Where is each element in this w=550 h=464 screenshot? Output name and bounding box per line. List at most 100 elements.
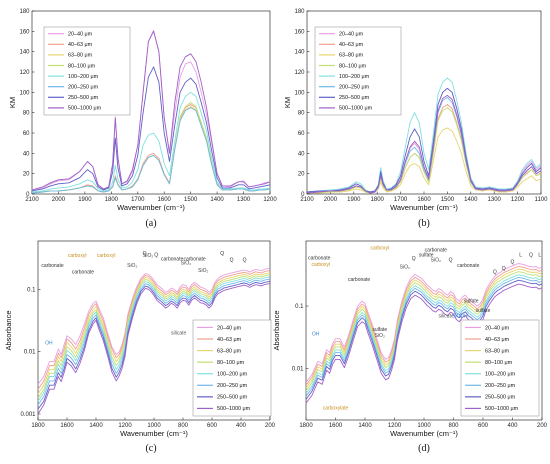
legend-entry: 40–63 μm <box>485 337 510 343</box>
legend-entry: 40–63 μm <box>217 337 242 343</box>
y-tick-label: 20 <box>298 172 305 178</box>
series-line-7 <box>37 283 271 415</box>
legend-entry: 20–40 μm <box>485 325 510 331</box>
x-tick-label: 1800 <box>299 423 313 429</box>
x-tick-label: 1200 <box>388 423 402 429</box>
series-line-1 <box>305 265 543 386</box>
legend-entry: 63–80 μm <box>339 53 364 59</box>
x-tick-label: 1700 <box>394 197 408 203</box>
x-tick-label: 1300 <box>237 197 251 203</box>
annotation-label: SiO₂ <box>400 264 410 270</box>
series-line-6 <box>305 279 543 400</box>
annotation-label: Q <box>154 252 158 258</box>
annotation-label: Q <box>412 256 416 262</box>
y-axis-label: Absorbance <box>4 310 13 350</box>
legend-entry: 250–500 μm <box>68 95 99 101</box>
legend: 20–40 μm 40–63 μm 63–80 μm 80–100 μm 100–200… <box>43 26 131 116</box>
legend-entry: 80–100 μm <box>217 360 245 366</box>
annotation-label: Q <box>143 251 147 257</box>
y-tick-label: 0.01 <box>292 367 304 373</box>
legend-entry: 100–200 μm <box>485 372 516 378</box>
x-tick-label: 1600 <box>417 197 431 203</box>
series-line-0 <box>305 263 543 383</box>
annotation-label: Q <box>449 257 453 263</box>
x-tick-label: 400 <box>507 423 518 429</box>
y-tick-label: 0.01 <box>24 350 36 356</box>
legend-entry: 63–80 μm <box>68 53 93 59</box>
x-tick-label: 1100 <box>535 197 549 203</box>
annotation-label: L <box>519 253 522 259</box>
y-tick-label: 160 <box>294 29 305 35</box>
series-line-4 <box>37 276 271 402</box>
x-tick-label: 800 <box>448 423 459 429</box>
x-tick-label: 1800 <box>31 423 45 429</box>
series-line-4 <box>31 91 271 193</box>
legend-box <box>460 319 540 417</box>
legend-entry: 500–1000 μm <box>68 106 102 112</box>
y-tick-label: 0 <box>26 192 30 198</box>
series-line-2 <box>305 268 543 389</box>
x-tick-label: 200 <box>265 423 276 429</box>
series-line-5 <box>37 278 271 406</box>
y-tick-label: 0.1 <box>27 287 36 293</box>
x-tick-label: 1000 <box>417 423 431 429</box>
annotation-label: SiO₂ <box>143 253 153 259</box>
x-tick-label: 2000 <box>52 197 66 203</box>
legend-entry: 63–80 μm <box>217 348 242 354</box>
y-tick-label: 60 <box>298 131 305 137</box>
x-tick-label: 1700 <box>131 197 145 203</box>
annotation-label: sulfate <box>419 253 434 259</box>
y-tick-label: 140 <box>19 50 30 56</box>
y-tick-label: 120 <box>294 70 305 76</box>
x-tick-label: 800 <box>178 423 189 429</box>
legend-entry: 40–63 μm <box>339 42 364 48</box>
panel-d-chart: 1800 1600 1400 1200 1000 800 600 400 200 0.01 0.1 W… <box>272 240 548 454</box>
annotation-label: OH <box>45 341 53 347</box>
x-axis-label: Wavenumber (cm⁻¹) <box>120 429 188 438</box>
x-tick-label: 1500 <box>441 197 455 203</box>
annotation-label: carbonate <box>161 257 183 263</box>
legend-entry: 500–1000 μm <box>485 406 519 412</box>
x-tick-label: 2100 <box>300 197 314 203</box>
panel-label: (c) <box>145 443 156 454</box>
x-tick-label: 1500 <box>184 197 198 203</box>
series-line-7 <box>305 283 543 404</box>
x-tick-label: 1400 <box>210 197 224 203</box>
y-tick-label: 80 <box>23 111 30 117</box>
x-tick-label: 1600 <box>329 423 343 429</box>
series-line-5 <box>305 276 543 397</box>
x-tick-label: 600 <box>207 423 218 429</box>
annotation-label: SiO₂ <box>375 333 385 339</box>
legend-entry: 100–200 μm <box>68 74 99 80</box>
y-tick-label: 80 <box>298 111 305 117</box>
y-axis-label: Absorbance <box>272 310 281 350</box>
y-tick-label: 100 <box>19 90 30 96</box>
annotation-label: carbonate <box>425 247 447 253</box>
series-line-6 <box>31 66 271 192</box>
x-tick-label: 1900 <box>347 197 361 203</box>
annotation-label: silicate <box>438 313 454 319</box>
plot-frame <box>31 10 271 195</box>
panel-label: (b) <box>418 218 430 229</box>
annotation-label: SiO₂ <box>181 261 191 267</box>
panel-c-chart: 1800 1600 1400 1200 1000 800 600 400 200 0.001 0.0… <box>4 240 276 454</box>
x-tick-label: 1400 <box>89 423 103 429</box>
legend-entry: 500–1000 μm <box>217 406 251 412</box>
series-line-1 <box>37 269 271 390</box>
y-tick-label: 0.1 <box>295 304 304 310</box>
y-tick-label: 40 <box>23 151 30 157</box>
x-tick-label: 1200 <box>118 423 132 429</box>
annotation-label: carbonate <box>348 277 370 283</box>
legend-entry: 20–40 μm <box>68 31 93 37</box>
legend-entry: 200–250 μm <box>485 383 516 389</box>
x-tick-label: 1200 <box>263 197 277 203</box>
legend-entry: 80–100 μm <box>339 63 367 69</box>
series-line-4 <box>305 274 543 394</box>
series-line-3 <box>37 274 271 399</box>
x-tick-label: 1200 <box>511 197 525 203</box>
legend-entry: 80–100 μm <box>485 360 513 366</box>
annotation-label: OH <box>460 313 468 319</box>
x-tick-label: 1000 <box>147 423 161 429</box>
series-line-7 <box>31 30 271 191</box>
